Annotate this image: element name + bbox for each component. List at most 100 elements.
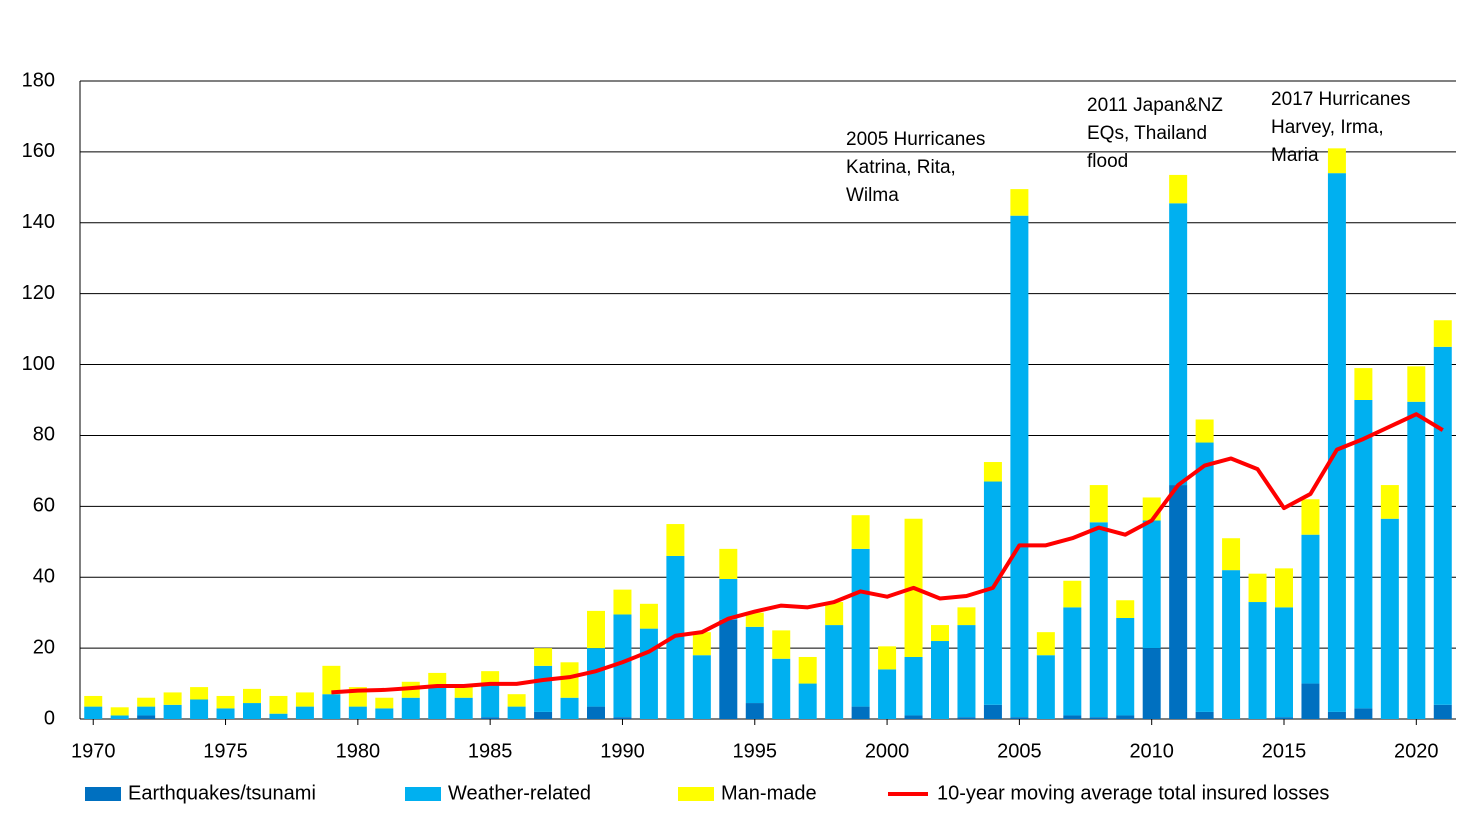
y-tick-label: 120 bbox=[22, 282, 55, 304]
y-tick-label: 40 bbox=[33, 566, 55, 588]
bar-segment bbox=[1010, 717, 1029, 719]
bar-segment bbox=[1195, 442, 1214, 712]
bar-segment bbox=[1169, 485, 1188, 719]
bar-segment bbox=[84, 706, 103, 719]
bar-segment bbox=[613, 589, 632, 615]
y-tick-label: 0 bbox=[44, 707, 55, 729]
bar-segment bbox=[1301, 499, 1320, 535]
bar-segment bbox=[1036, 655, 1055, 719]
bar-segment bbox=[745, 626, 764, 704]
x-tick-label: 1995 bbox=[733, 740, 778, 762]
bar-segment bbox=[904, 656, 923, 716]
bar-segment bbox=[1142, 520, 1161, 649]
annotation: Katrina, Rita, bbox=[846, 157, 956, 178]
bar-segment bbox=[1010, 189, 1029, 216]
bar-segment bbox=[983, 704, 1002, 719]
bar-segment bbox=[137, 715, 156, 719]
bar-segment bbox=[745, 703, 764, 719]
x-tick-label: 1980 bbox=[336, 740, 381, 762]
bar-segment bbox=[243, 688, 261, 704]
bar-segment bbox=[481, 683, 500, 718]
y-tick-label: 180 bbox=[22, 69, 55, 91]
bar-segment bbox=[772, 630, 791, 659]
bar-segment bbox=[1380, 518, 1399, 719]
bar-segment bbox=[666, 524, 685, 556]
y-tick-label: 160 bbox=[22, 140, 55, 162]
bar-segment bbox=[137, 697, 156, 707]
bar-segment bbox=[560, 697, 579, 719]
bar-segment bbox=[1327, 711, 1346, 719]
bar-segment bbox=[428, 672, 447, 688]
bar-segment bbox=[1301, 534, 1320, 684]
bar-segment bbox=[639, 603, 658, 629]
bar-segment bbox=[481, 671, 500, 684]
bar-segment bbox=[1036, 632, 1055, 656]
bar-segment bbox=[957, 717, 976, 719]
bar-segment bbox=[163, 692, 182, 705]
y-tick-label: 60 bbox=[33, 495, 55, 517]
x-tick-label: 1990 bbox=[600, 740, 645, 762]
bar-segment bbox=[507, 694, 526, 707]
bar-segment bbox=[1169, 174, 1188, 204]
annotation: EQs, Thailand bbox=[1087, 123, 1207, 144]
bar-segment bbox=[1407, 401, 1426, 719]
bar-segment bbox=[587, 610, 605, 649]
bar-segment bbox=[1010, 215, 1029, 718]
bar-segment bbox=[1407, 366, 1426, 402]
bar-segment bbox=[1089, 522, 1108, 718]
y-tick-label: 100 bbox=[22, 353, 55, 375]
y-tick-label: 80 bbox=[33, 424, 55, 446]
annotation: Harvey, Irma, bbox=[1271, 117, 1384, 138]
bar-segment bbox=[295, 706, 314, 719]
annotation: 2017 Hurricanes bbox=[1271, 89, 1410, 110]
bar-segment bbox=[719, 619, 738, 719]
x-tick-label: 2015 bbox=[1262, 740, 1307, 762]
bar-segment bbox=[1354, 400, 1373, 709]
legend-label: Earthquakes/tsunami bbox=[128, 782, 316, 804]
bar-segment bbox=[825, 625, 844, 719]
bar-segment bbox=[322, 694, 341, 719]
bar-segment bbox=[1063, 715, 1082, 719]
bar-segment bbox=[1301, 683, 1320, 719]
bar-segment bbox=[1142, 648, 1161, 719]
legend-label: 10-year moving average total insured los… bbox=[937, 782, 1329, 804]
bar-segment bbox=[243, 703, 261, 719]
bar-segment bbox=[190, 699, 209, 719]
bar-segment bbox=[348, 706, 367, 719]
legend-label: Man-made bbox=[721, 782, 817, 804]
annotation: flood bbox=[1087, 151, 1128, 172]
bar-segment bbox=[1116, 715, 1135, 719]
x-tick-label: 1975 bbox=[203, 740, 248, 762]
bar-segment bbox=[1327, 148, 1346, 174]
bar-segment bbox=[322, 665, 341, 695]
x-tick-label: 1985 bbox=[468, 740, 513, 762]
annotation: Wilma bbox=[846, 185, 899, 206]
bar-segment bbox=[1063, 580, 1082, 608]
bar-segment bbox=[957, 607, 976, 626]
bar-segment bbox=[1116, 617, 1135, 716]
bar-segment bbox=[375, 708, 394, 719]
bar-segment bbox=[454, 685, 473, 698]
annotation: 2011 Japan&NZ bbox=[1087, 95, 1223, 116]
x-tick-label: 2005 bbox=[997, 740, 1042, 762]
x-tick-label: 2020 bbox=[1394, 740, 1439, 762]
bar-segment bbox=[1248, 573, 1267, 603]
bar-segment bbox=[1195, 711, 1214, 719]
bar-segment bbox=[1275, 607, 1293, 718]
bar-segment bbox=[587, 648, 605, 707]
y-tick-label: 140 bbox=[22, 211, 55, 233]
bar-segment bbox=[1275, 568, 1293, 608]
annotation: Maria bbox=[1271, 145, 1319, 166]
bar-segment bbox=[851, 548, 870, 707]
bar-segment bbox=[110, 707, 129, 716]
bar-segment bbox=[1089, 717, 1108, 719]
bar-segment bbox=[110, 715, 129, 719]
legend-swatch bbox=[85, 787, 121, 801]
bar-segment bbox=[295, 692, 314, 707]
bar-segment bbox=[560, 662, 579, 698]
bar-segment bbox=[1222, 570, 1241, 719]
bar-segment bbox=[216, 695, 235, 709]
bar-segment bbox=[269, 695, 288, 714]
bar-segment bbox=[878, 669, 897, 719]
